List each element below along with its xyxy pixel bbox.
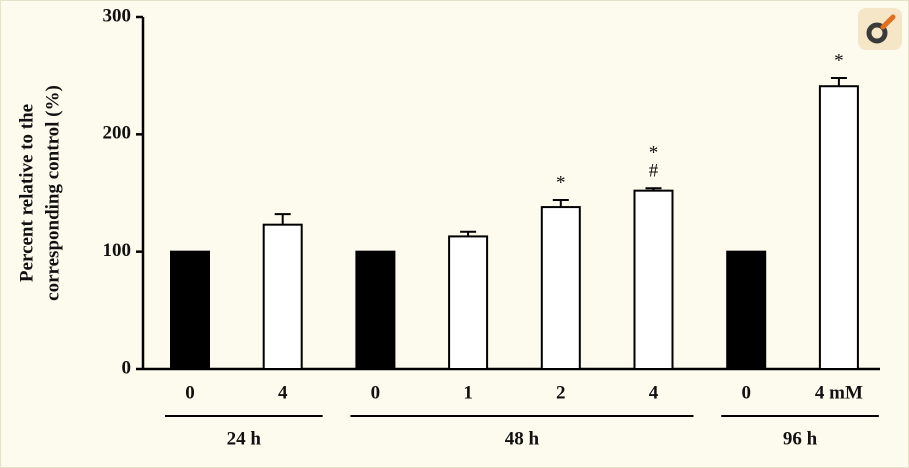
y-tick-label: 200 (103, 123, 132, 144)
x-tick-label: 4 (278, 382, 288, 403)
y-axis-label: Percent relative to the (16, 104, 37, 282)
annotation: # (649, 161, 659, 182)
error-bar (830, 77, 847, 87)
x-tick-label: 2 (556, 382, 566, 403)
bar (818, 85, 859, 371)
x-tick-label: 4 (649, 382, 659, 403)
x-tick-label: 0 (185, 382, 195, 403)
logo (858, 8, 902, 50)
error-bar (552, 199, 569, 208)
y-tick-label: 300 (103, 5, 132, 26)
x-tick-label: 4 mM (815, 382, 863, 403)
bar (262, 223, 303, 370)
bar (633, 189, 674, 370)
annotation: * (834, 50, 844, 71)
bar (448, 235, 489, 370)
x-tick-label: 1 (463, 382, 473, 403)
y-tick-label: 0 (122, 357, 132, 378)
annotation: * (556, 172, 566, 193)
bar (355, 250, 396, 371)
bar (540, 206, 581, 370)
x-tick-label: 0 (371, 382, 381, 403)
bar (726, 250, 767, 371)
error-bar (274, 213, 291, 225)
y-axis-label: corresponding control (%) (42, 85, 63, 301)
annotation: * (649, 143, 659, 164)
group-label: 48 h (505, 428, 540, 449)
bar (170, 250, 210, 371)
group-label: 96 h (783, 428, 818, 449)
y-tick-label: 100 (103, 240, 132, 261)
group-label: 24 h (227, 428, 262, 449)
x-tick-label: 0 (741, 382, 751, 403)
